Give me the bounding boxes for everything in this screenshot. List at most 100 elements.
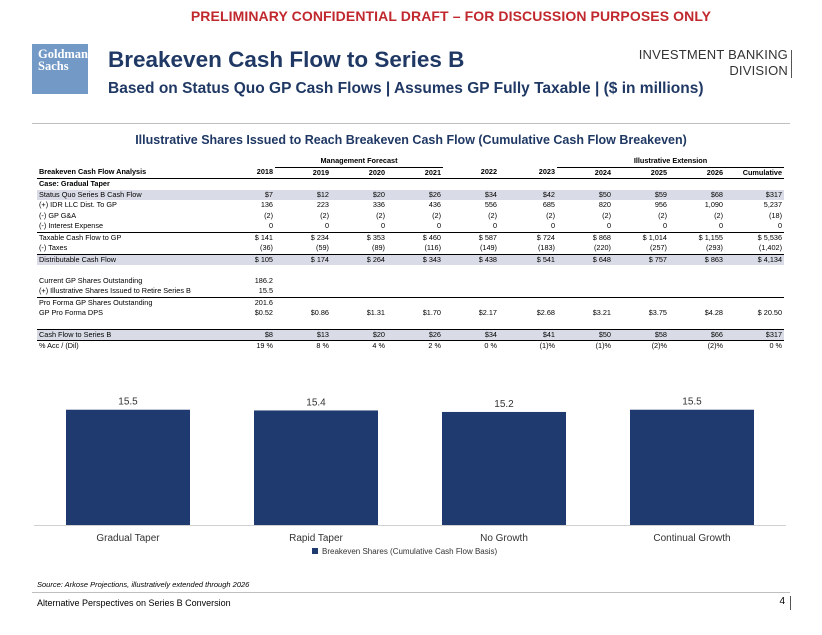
row-value: $0.86: [310, 308, 329, 317]
row-value: (2): [546, 210, 555, 220]
row-value: (116): [387, 243, 443, 255]
row-label: (+) IDR LLC Dist. To GP: [39, 200, 117, 209]
row-value: $ 4,134: [725, 254, 785, 265]
year-header: 2024: [557, 167, 613, 179]
row-value: (149): [443, 243, 499, 255]
row-value: $ 541: [499, 254, 557, 265]
row-value: 19 %: [256, 341, 273, 350]
row-value: $20: [331, 328, 387, 341]
row-value: $ 1,155: [669, 231, 725, 243]
source-note: Source: Arkose Projections, illustrative…: [37, 580, 250, 589]
shares-row: (+) Illustrative Shares Issued to Retire…: [37, 286, 784, 297]
table-row: (-) GP G&A (2) (2) (2) (2) (2) (2) (2) (2) (2) (18…: [37, 211, 784, 222]
row-value: $0.52: [254, 308, 273, 317]
row-label: (-) Interest Expense: [39, 221, 104, 230]
logo-line-2: Sachs: [38, 59, 69, 73]
row-value: 0 %: [484, 341, 497, 350]
row-value: $68: [669, 189, 725, 200]
row-value: (2)%: [651, 341, 667, 350]
row-value: (2): [432, 210, 441, 220]
row-value: 336: [372, 200, 385, 209]
data-label: 15.2: [494, 399, 514, 410]
row-value: 0: [718, 221, 723, 230]
row-value: $317: [725, 189, 785, 200]
row-value: $58: [613, 328, 669, 341]
row-value: 0: [380, 221, 385, 230]
case-row: Case: Gradual Taper: [37, 179, 784, 190]
row-value: (2): [714, 210, 723, 220]
row-value: $ 757: [613, 254, 669, 265]
row-value: $317: [725, 328, 785, 341]
category-label: No Growth: [480, 533, 528, 544]
table-row: Status Quo Series B Cash Flow $7 $12 $20 $26…: [37, 189, 785, 200]
breakeven-table: Management Forecast Illustrative Extensi…: [37, 156, 785, 352]
row-value: 0: [606, 221, 611, 230]
page-number: 4: [779, 596, 785, 607]
row-value: $ 438: [443, 254, 499, 265]
row-value: 186.2: [254, 275, 273, 285]
row-value: $ 353: [331, 231, 387, 243]
row-value: $50: [557, 328, 613, 341]
row-value: (257): [613, 243, 669, 255]
row-value: $26: [387, 328, 443, 341]
row-value: 0: [268, 221, 273, 230]
row-value: $59: [613, 189, 669, 200]
row-value: (2): [264, 210, 273, 220]
row-value: 0: [324, 221, 329, 230]
legend-label: Breakeven Shares (Cumulative Cash Flow B…: [322, 547, 498, 556]
row-value: $ 264: [331, 254, 387, 265]
shares-row: Current GP Shares Outstanding 186.2: [37, 276, 784, 287]
spacer-row: [37, 319, 784, 330]
row-label: Pro Forma GP Shares Outstanding: [37, 296, 217, 308]
bar: [254, 410, 378, 525]
data-label: 15.4: [306, 397, 326, 408]
row-value: $66: [669, 328, 725, 341]
row-label: % Acc / (Dil): [39, 341, 79, 350]
row-value: 820: [598, 200, 611, 209]
row-value: (220): [557, 243, 613, 255]
row-value: (89): [331, 243, 387, 255]
row-value: $34: [443, 328, 499, 341]
row-value: $ 460: [387, 231, 443, 243]
row-value: $26: [387, 189, 443, 200]
row-value: (2): [488, 210, 497, 220]
page-title: Breakeven Cash Flow to Series B: [108, 47, 465, 72]
bar: [442, 411, 566, 525]
row-label: (-) GP G&A: [39, 210, 77, 220]
row-value: 0: [492, 221, 497, 230]
shares-row: Pro Forma GP Shares Outstanding 201.6: [37, 296, 785, 308]
row-value: $3.21: [592, 308, 611, 317]
accretion-dilution-row: % Acc / (Dil) 19 % 8 % 4 % 2 % 0 % (1)% (1)% (2)…: [37, 341, 784, 352]
row-value: $ 648: [557, 254, 613, 265]
page-number-divider: [790, 596, 791, 610]
row-value: 4 %: [372, 341, 385, 350]
row-value: $3.75: [648, 308, 667, 317]
row-label: Distributable Cash Flow: [37, 254, 217, 265]
row-value: (2)%: [707, 341, 723, 350]
row-value: $ 863: [669, 254, 725, 265]
row-value: $ 141: [217, 231, 275, 243]
row-value: 436: [428, 200, 441, 209]
legend-swatch: [312, 548, 318, 554]
row-value: $ 174: [275, 254, 331, 265]
row-value: 1,090: [704, 200, 723, 209]
row-value: 0: [662, 221, 667, 230]
group-illustrative-extension: Illustrative Extension: [557, 156, 785, 168]
row-value: 136: [260, 200, 273, 209]
row-value: $34: [443, 189, 499, 200]
group-header-row: Management Forecast Illustrative Extensi…: [37, 156, 785, 168]
row-label: Status Quo Series B Cash Flow: [37, 189, 217, 200]
year-header: 2026: [669, 167, 725, 179]
row-value: 223: [316, 200, 329, 209]
row-value: $1.31: [366, 308, 385, 317]
division-divider: [791, 50, 792, 78]
year-header: 2019: [275, 167, 331, 179]
row-value: 556: [484, 200, 497, 209]
category-label: Continual Growth: [653, 533, 730, 544]
spacer-row: [37, 265, 784, 276]
row-value: $ 724: [499, 231, 557, 243]
division-line-1: INVESTMENT BANKING: [638, 47, 788, 62]
row-value: $2.68: [536, 308, 555, 317]
cash-flow-series-b-row: Cash Flow to Series B $8 $13 $20 $26 $34 $41 $5…: [37, 328, 785, 341]
row-value: 201.6: [217, 296, 275, 308]
